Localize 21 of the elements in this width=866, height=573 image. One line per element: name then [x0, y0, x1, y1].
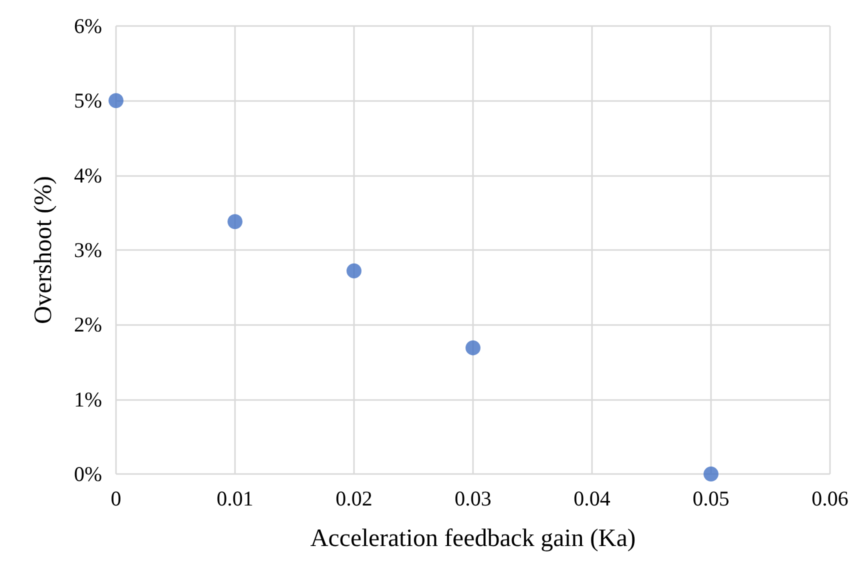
y-tick-label: 0%	[74, 462, 102, 486]
y-tick-label: 4%	[74, 163, 102, 188]
y-tick-label: 5%	[74, 88, 102, 113]
x-axis-title: Acceleration feedback gain (Ka)	[310, 525, 636, 552]
x-tick-label: 0.03	[454, 486, 492, 510]
y-axis-title: Overshoot (%)	[30, 176, 57, 324]
point	[228, 214, 242, 230]
x-tick-label: 0.05	[692, 486, 730, 510]
x-tick-label: 0.01	[216, 486, 254, 510]
point	[346, 263, 362, 278]
y-tick-label: 3%	[74, 238, 102, 262]
y-tick-label: 2%	[74, 312, 102, 337]
x-tick-label: 0	[110, 486, 122, 510]
x-tick-label: 0.04	[574, 486, 611, 510]
y-tick-label: 6%	[74, 14, 102, 38]
x-tick-label: 0.02	[336, 486, 372, 510]
point	[704, 466, 718, 482]
x-tick-label: 0.06	[812, 486, 848, 510]
y-tick-label: 1%	[74, 387, 102, 412]
point	[108, 93, 124, 108]
point	[466, 340, 480, 356]
